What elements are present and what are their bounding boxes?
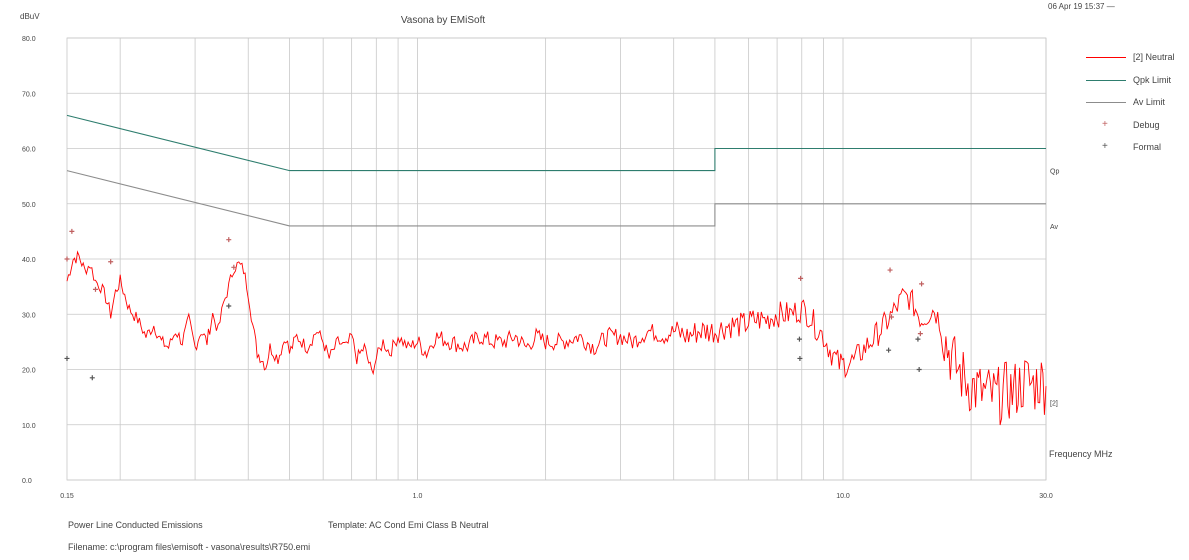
legend-label-neutral: [2] Neutral <box>1133 52 1175 62</box>
series-line-neutral <box>66 250 1047 426</box>
chart-grid <box>66 37 1047 481</box>
x-tick-label: 1.0 <box>413 493 423 500</box>
debug-marker <box>92 286 98 292</box>
legend-marker-debug: + <box>1102 118 1108 130</box>
legend-marker-formal: + <box>1102 141 1108 152</box>
formal-marker <box>64 355 70 361</box>
legend-item-formal: + Formal <box>1086 140 1186 163</box>
legend-swatch-qpk-limit <box>1086 79 1126 81</box>
debug-marker <box>888 314 894 320</box>
y-axis-unit-label: dBuV <box>20 12 40 21</box>
y-tick-label: 20.0 <box>22 368 36 375</box>
chart-title: Vasona by EMiSoft <box>401 15 486 26</box>
debug-marker <box>108 259 114 265</box>
marker-layer <box>64 228 925 381</box>
y-tick-label: 0.0 <box>22 478 32 485</box>
x-tick-label: 0.15 <box>60 493 74 500</box>
chart-axes: 0.0 10.0 20.0 30.0 40.0 50.0 60.0 70.0 80.0 0.15 1… <box>22 36 1059 500</box>
limit-lines <box>66 114 1046 227</box>
x-tick-label: 10.0 <box>836 493 850 500</box>
debug-marker <box>69 228 75 234</box>
legend-item-neutral: [2] Neutral <box>1086 50 1186 73</box>
y-tick-label: 70.0 <box>22 91 36 98</box>
y-tick-label: 30.0 <box>22 312 36 319</box>
formal-marker <box>797 355 803 361</box>
legend-item-av-limit: Av Limit <box>1086 95 1186 118</box>
right-edge-label: [2] <box>1050 401 1058 408</box>
debug-marker <box>798 275 804 281</box>
legend-label-debug: Debug <box>1133 119 1160 130</box>
legend-item-debug: + Debug <box>1086 118 1186 141</box>
debug-marker <box>231 264 237 270</box>
debug-marker <box>917 331 923 337</box>
formal-marker <box>916 367 922 372</box>
y-tick-label: 50.0 <box>22 202 36 209</box>
formal-marker <box>796 336 802 342</box>
y-tick-label: 80.0 <box>22 36 36 43</box>
footer-description: Power Line Conducted Emissions <box>68 520 203 530</box>
formal-marker <box>226 303 232 309</box>
series-line-av-limit <box>66 170 1046 227</box>
y-tick-label: 10.0 <box>22 423 36 430</box>
series-line-qpk-limit <box>66 114 1046 172</box>
debug-marker <box>226 237 232 243</box>
legend-label-formal: Formal <box>1133 142 1162 152</box>
trace-layer <box>66 250 1047 426</box>
chart-datetime: 06 Apr 19 15:37 — <box>1048 2 1115 11</box>
debug-marker <box>887 267 893 273</box>
right-edge-label: Qp <box>1050 169 1059 176</box>
y-tick-label: 40.0 <box>22 257 36 264</box>
legend-swatch-av-limit <box>1086 102 1126 103</box>
x-tick-label: 30.0 <box>1039 493 1053 500</box>
footer-template: Template: AC Cond Emi Class B Neutral <box>328 520 489 530</box>
debug-marker <box>919 281 925 287</box>
chart-legend: [2] Neutral Qpk Limit Av Limit + Debug +… <box>1086 50 1186 163</box>
legend-swatch-neutral <box>1086 57 1126 58</box>
legend-label-av-limit: Av Limit <box>1133 97 1165 107</box>
right-edge-label: Av <box>1050 224 1059 231</box>
legend-item-qpk-limit: Qpk Limit <box>1086 73 1186 96</box>
x-axis-label: Frequency MHz <box>1049 449 1113 459</box>
formal-marker <box>89 375 95 381</box>
debug-marker <box>64 256 70 262</box>
formal-marker <box>915 336 921 342</box>
legend-label-qpk-limit: Qpk Limit <box>1133 74 1172 85</box>
footer-filename: Filename: c:\program files\emisoft - vas… <box>68 542 311 552</box>
formal-marker <box>886 347 892 353</box>
y-tick-label: 60.0 <box>22 147 36 154</box>
